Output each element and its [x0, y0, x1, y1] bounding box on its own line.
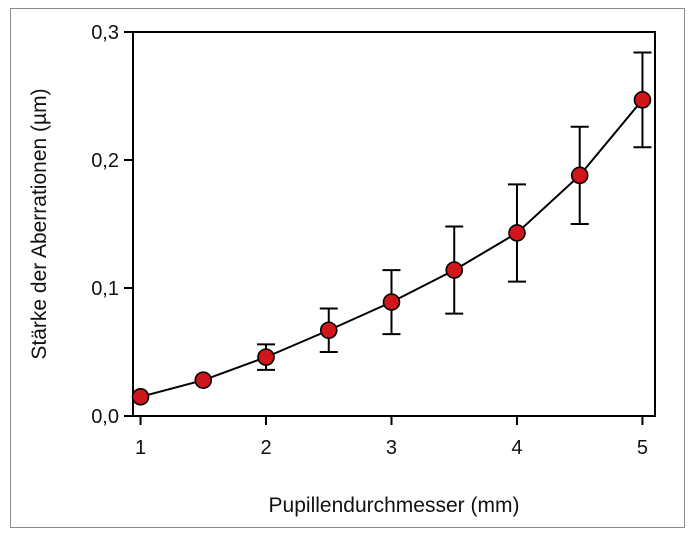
- series-line: [140, 99, 644, 398]
- data-point: [194, 371, 213, 389]
- x-tick-label: 5: [637, 437, 648, 459]
- data-point: [382, 293, 401, 311]
- y-tick-label: 0,2: [91, 150, 119, 172]
- series: [131, 51, 652, 406]
- data-point: [445, 261, 464, 279]
- data-point: [257, 348, 275, 366]
- x-axis-ticks: 1 2 3 4 5: [135, 416, 648, 459]
- data-point: [633, 91, 652, 109]
- y-axis-title: Stärke der Aberrationen (µm): [28, 88, 51, 359]
- y-tick-label: 0,0: [91, 406, 119, 428]
- x-tick-label: 3: [386, 437, 397, 459]
- y-axis-ticks: 0,0 0,1 0,2 0,3: [91, 22, 133, 428]
- figure-frame: [10, 8, 685, 528]
- data-point: [319, 321, 338, 340]
- x-axis-title: Pupillendurchmesser (mm): [269, 494, 520, 517]
- axes-box: [132, 31, 656, 417]
- y-tick-label: 0,3: [91, 22, 119, 44]
- x-tick-label: 2: [260, 437, 271, 459]
- x-tick-label: 1: [135, 437, 146, 459]
- data-point: [570, 166, 589, 185]
- x-tick-label: 4: [511, 437, 522, 459]
- y-tick-label: 0,1: [91, 278, 119, 300]
- plot-area: [132, 31, 656, 417]
- data-point: [508, 224, 526, 242]
- data-point: [131, 387, 150, 406]
